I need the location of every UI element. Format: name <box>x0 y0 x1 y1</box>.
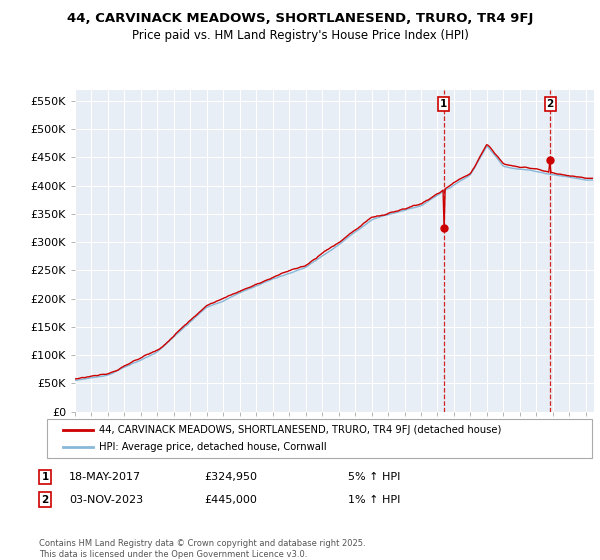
Text: 5% ↑ HPI: 5% ↑ HPI <box>348 472 400 482</box>
Text: 1: 1 <box>41 472 49 482</box>
Text: Price paid vs. HM Land Registry's House Price Index (HPI): Price paid vs. HM Land Registry's House … <box>131 29 469 42</box>
Text: 18-MAY-2017: 18-MAY-2017 <box>69 472 141 482</box>
Text: £324,950: £324,950 <box>204 472 257 482</box>
Text: Contains HM Land Registry data © Crown copyright and database right 2025.
This d: Contains HM Land Registry data © Crown c… <box>39 539 365 559</box>
Text: 1% ↑ HPI: 1% ↑ HPI <box>348 494 400 505</box>
Text: 1: 1 <box>440 99 448 109</box>
Text: HPI: Average price, detached house, Cornwall: HPI: Average price, detached house, Corn… <box>99 442 326 452</box>
Text: 03-NOV-2023: 03-NOV-2023 <box>69 494 143 505</box>
Text: 2: 2 <box>41 494 49 505</box>
Text: 44, CARVINACK MEADOWS, SHORTLANESEND, TRURO, TR4 9FJ (detached house): 44, CARVINACK MEADOWS, SHORTLANESEND, TR… <box>99 425 502 435</box>
Text: £445,000: £445,000 <box>204 494 257 505</box>
Text: 44, CARVINACK MEADOWS, SHORTLANESEND, TRURO, TR4 9FJ: 44, CARVINACK MEADOWS, SHORTLANESEND, TR… <box>67 12 533 25</box>
Text: 2: 2 <box>547 99 554 109</box>
